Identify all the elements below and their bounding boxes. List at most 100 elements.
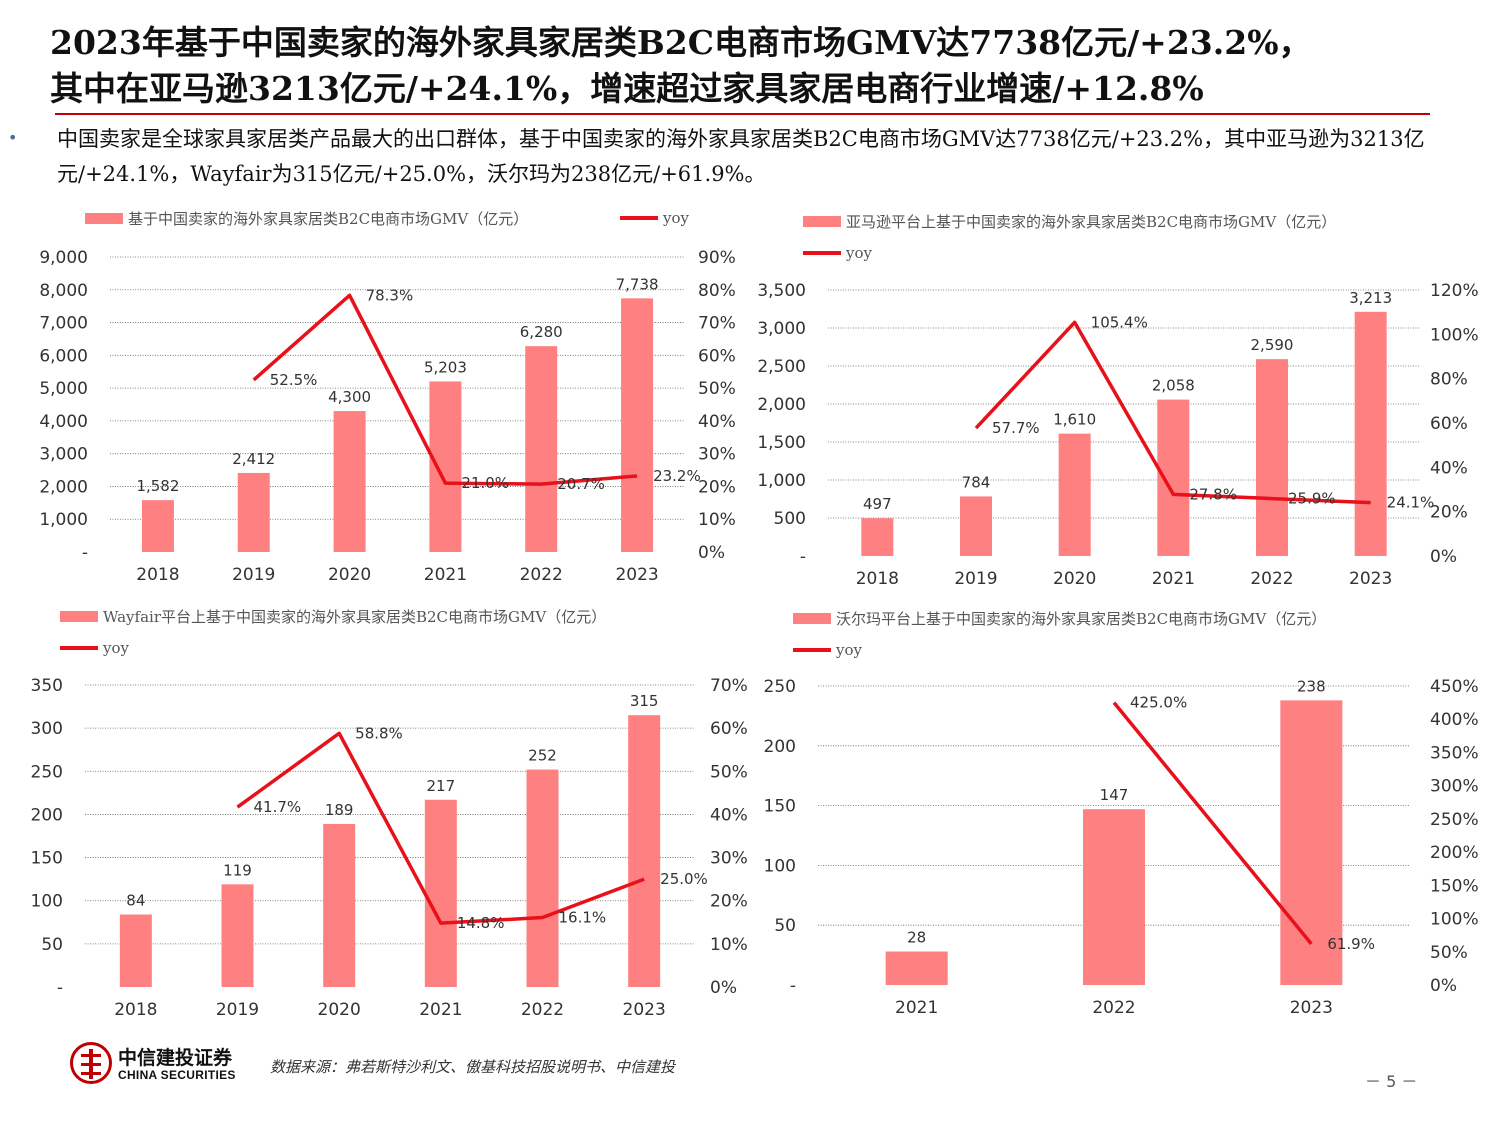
y-tick-label: 100 — [31, 892, 63, 912]
yoy-value-label: 61.9% — [1327, 935, 1375, 953]
chart-walmart-gmv-svg: 沃尔玛平台上基于中国卖家的海外家具家居类B2C电商市场GMV（亿元） yoy - 50… — [764, 610, 1479, 1018]
y-tick-label: 2,500 — [757, 357, 806, 377]
y-tick-label: 250 — [764, 677, 796, 697]
legend-label-line: yoy — [662, 209, 690, 227]
y-tick-label: 5,000 — [39, 379, 88, 399]
y2-tick-label: 350% — [1430, 743, 1479, 763]
x-tick-label: 2018 — [856, 569, 899, 589]
x-tick-label: 2020 — [328, 565, 371, 585]
bar-value-label: 1,610 — [1053, 411, 1096, 429]
bar — [1280, 700, 1343, 985]
bar-value-label: 315 — [630, 692, 659, 710]
yoy-line — [252, 293, 638, 486]
yoy-line — [236, 731, 645, 925]
x-tick-label: 2021 — [1152, 569, 1195, 589]
chart-legend: 沃尔玛平台上基于中国卖家的海外家具家居类B2C电商市场GMV（亿元） yoy — [793, 610, 1326, 659]
x-tick-label: 2019 — [232, 565, 275, 585]
y2-tick-label: 30% — [698, 445, 736, 465]
x-tick-label: 2023 — [623, 1000, 666, 1020]
y2-tick-label: 90% — [698, 248, 736, 268]
x-tick-label: 2019 — [954, 569, 997, 589]
y2-tick-label: 70% — [698, 314, 736, 334]
bar-value-label: 6,280 — [520, 323, 563, 341]
page-title-line-1: 2023年基于中国卖家的海外家具家居类B2C电商市场GMV达7738亿元/+23… — [50, 23, 1312, 62]
y2-tick-label: 0% — [1430, 976, 1457, 996]
y-tick-label: 150 — [31, 849, 63, 869]
y2-tick-label: 20% — [698, 477, 736, 497]
y-tick-label: 4,000 — [39, 412, 88, 432]
y-tick-label: 100 — [764, 856, 796, 876]
bar-value-label: 119 — [223, 861, 252, 879]
bar-value-label: 84 — [126, 892, 145, 910]
y-tick-label: - — [82, 543, 88, 563]
x-tick-label: 2022 — [1250, 569, 1293, 589]
yoy-value-label: 21.0% — [461, 474, 509, 492]
bar-value-label: 5,203 — [424, 358, 467, 376]
company-logo-mark — [70, 1042, 112, 1084]
bar — [885, 951, 948, 985]
x-tick-label: 2020 — [1053, 569, 1096, 589]
yoy-value-label: 425.0% — [1130, 694, 1187, 712]
yoy-value-label: 23.2% — [653, 467, 701, 485]
bar-value-label: 784 — [962, 473, 991, 491]
legend-swatch-bar — [793, 613, 831, 624]
x-tick-label: 2023 — [615, 565, 658, 585]
bar — [1354, 311, 1387, 556]
y2-tick-label: 80% — [1430, 370, 1468, 390]
chart-wayfair-gmv: Wayfair平台上基于中国卖家的海外家具家居类B2C电商市场GMV（亿元） yo… — [30, 600, 750, 1030]
legend-swatch-bar — [60, 611, 98, 622]
y-tick-label: 2,000 — [757, 395, 806, 415]
x-tick-label: 2022 — [521, 1000, 564, 1020]
bar-value-label: 147 — [1100, 786, 1129, 804]
x-tick-label: 2021 — [419, 1000, 462, 1020]
bar — [333, 411, 366, 552]
legend-label-line: yoy — [845, 244, 873, 262]
x-tick-label: 2019 — [216, 1000, 259, 1020]
y-tick-label: - — [790, 976, 796, 996]
page-number: － 5 － — [1365, 1072, 1418, 1091]
bar — [1058, 433, 1091, 556]
y2-tick-label: 50% — [698, 379, 736, 399]
bar — [221, 884, 254, 987]
y-tick-label: 500 — [774, 509, 806, 529]
legend-label-line: yoy — [102, 639, 130, 657]
chart-walmart-gmv: 沃尔玛平台上基于中国卖家的海外家具家居类B2C电商市场GMV（亿元） yoy - 50… — [750, 600, 1495, 1030]
y2-tick-label: 40% — [1430, 458, 1468, 478]
y-tick-label: 150 — [764, 797, 796, 817]
chart-legend: Wayfair平台上基于中国卖家的海外家具家居类B2C电商市场GMV（亿元） yo… — [60, 608, 606, 657]
bar-value-label: 4,300 — [328, 388, 371, 406]
y2-tick-label: 250% — [1430, 810, 1479, 830]
bar-value-label: 3,213 — [1349, 289, 1392, 307]
yoy-value-label: 25.0% — [660, 870, 708, 888]
bar — [141, 500, 174, 552]
y-tick-label: - — [800, 547, 806, 567]
x-tick-label: 2018 — [114, 1000, 157, 1020]
y-tick-label: 6,000 — [39, 346, 88, 366]
chart-legend: 基于中国卖家的海外家具家居类B2C电商市场GMV（亿元） yoy — [85, 209, 690, 228]
chart-amazon-gmv: 亚马逊平台上基于中国卖家的海外家具家居类B2C电商市场GMV（亿元） yoy - 50… — [750, 200, 1495, 595]
yoy-value-label: 78.3% — [366, 286, 414, 304]
yoy-value-label: 52.5% — [270, 371, 318, 389]
yoy-value-label: 57.7% — [992, 419, 1040, 437]
bar-value-label: 2,058 — [1152, 377, 1195, 395]
yoy-value-label: 14.8% — [457, 914, 505, 932]
yoy-value-label: 16.1% — [559, 909, 607, 927]
company-logo-cn: 中信建投证券 — [118, 1047, 233, 1069]
y2-tick-label: 80% — [698, 281, 736, 301]
bar — [525, 346, 558, 552]
y2-tick-label: 60% — [1430, 414, 1468, 434]
y2-tick-label: 40% — [710, 805, 748, 825]
x-tick-label: 2018 — [136, 565, 179, 585]
bar — [323, 823, 356, 987]
bar-value-label: 2,590 — [1251, 336, 1294, 354]
y2-tick-label: 60% — [698, 346, 736, 366]
title-divider — [55, 113, 1430, 115]
y-tick-label: 50 — [774, 916, 796, 936]
yoy-value-label: 58.8% — [355, 724, 403, 742]
yoy-line — [974, 320, 1371, 505]
chart-total-gmv: 基于中国卖家的海外家具家居类B2C电商市场GMV（亿元） yoy - 1,000 2,0… — [30, 200, 750, 595]
yoy-line — [1112, 701, 1313, 945]
x-tick-label: 2023 — [1349, 569, 1392, 589]
bar-value-label: 7,738 — [616, 275, 659, 293]
bar — [1256, 359, 1288, 556]
